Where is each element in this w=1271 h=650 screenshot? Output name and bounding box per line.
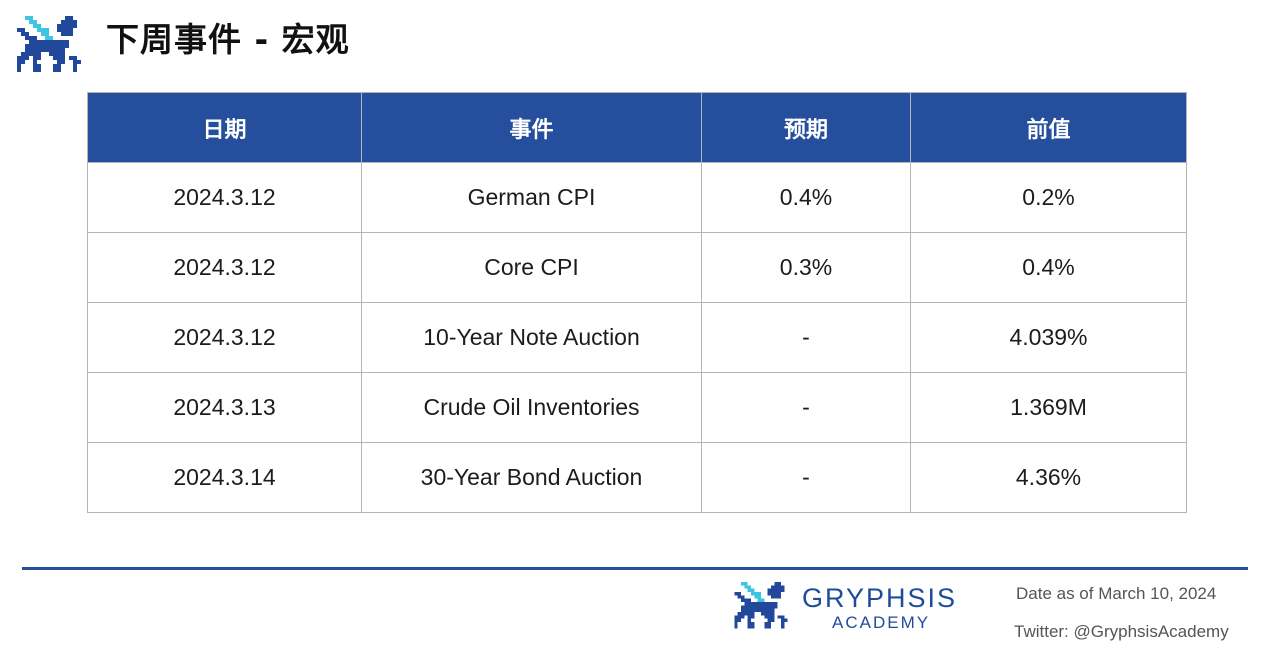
events-table: 日期 事件 预期 前值 2024.3.12 German CPI 0.4% 0.… xyxy=(87,92,1187,513)
twitter-handle: Twitter: @GryphsisAcademy xyxy=(1014,622,1229,641)
cell-previous: 0.2% xyxy=(910,162,1187,233)
cell-forecast: - xyxy=(701,302,911,373)
table-row: 2024.3.12 Core CPI 0.3% 0.4% xyxy=(87,232,1187,303)
page-title: 下周事件 - 宏观 xyxy=(106,20,350,59)
table-header-row: 日期 事件 预期 前值 xyxy=(87,92,1187,163)
cell-event: Crude Oil Inventories xyxy=(361,372,702,443)
cell-forecast: - xyxy=(701,442,911,513)
table-row: 2024.3.13 Crude Oil Inventories - 1.369M xyxy=(87,372,1187,443)
cell-date: 2024.3.12 xyxy=(87,232,362,303)
cell-date: 2024.3.13 xyxy=(87,372,362,443)
cell-previous: 1.369M xyxy=(910,372,1187,443)
cell-event: 30-Year Bond Auction xyxy=(361,442,702,513)
column-header-event: 事件 xyxy=(361,92,702,163)
cell-forecast: - xyxy=(701,372,911,443)
column-header-date: 日期 xyxy=(87,92,362,163)
cell-forecast: 0.4% xyxy=(701,162,911,233)
cell-event: Core CPI xyxy=(361,232,702,303)
brand-subtitle: ACADEMY xyxy=(832,613,931,632)
column-header-forecast: 预期 xyxy=(701,92,911,163)
cell-previous: 0.4% xyxy=(910,232,1187,303)
table-row: 2024.3.12 German CPI 0.4% 0.2% xyxy=(87,162,1187,233)
cell-forecast: 0.3% xyxy=(701,232,911,303)
cell-previous: 4.36% xyxy=(910,442,1187,513)
gryphon-logo-icon xyxy=(734,582,788,629)
cell-event: 10-Year Note Auction xyxy=(361,302,702,373)
cell-date: 2024.3.12 xyxy=(87,162,362,233)
gryphon-logo-icon xyxy=(17,16,81,72)
cell-event: German CPI xyxy=(361,162,702,233)
column-header-previous: 前值 xyxy=(910,92,1187,163)
cell-date: 2024.3.14 xyxy=(87,442,362,513)
cell-previous: 4.039% xyxy=(910,302,1187,373)
brand-name: GRYPHSIS xyxy=(802,583,958,613)
cell-date: 2024.3.12 xyxy=(87,302,362,373)
table-row: 2024.3.14 30-Year Bond Auction - 4.36% xyxy=(87,442,1187,513)
table-row: 2024.3.12 10-Year Note Auction - 4.039% xyxy=(87,302,1187,373)
footer-divider xyxy=(22,567,1248,570)
date-note: Date as of March 10, 2024 xyxy=(1016,584,1217,603)
